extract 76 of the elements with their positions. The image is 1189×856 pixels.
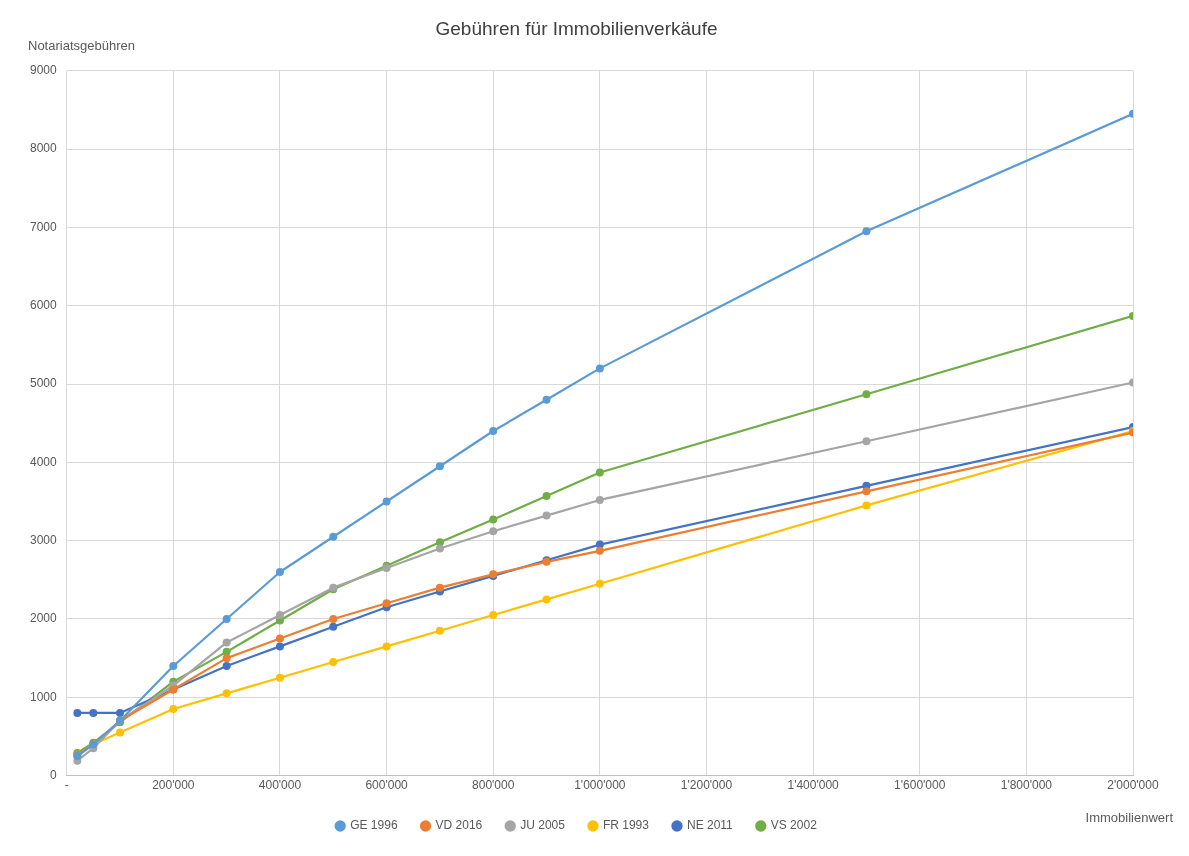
- point: [595, 364, 604, 373]
- point: [275, 611, 284, 620]
- x-tick-label: 2'000'000: [1107, 778, 1159, 793]
- point: [222, 689, 231, 698]
- x-tick-label: 200'000: [152, 778, 195, 793]
- y-tick-label: 6000: [29, 298, 58, 313]
- point: [329, 532, 338, 541]
- point: [542, 595, 551, 604]
- x-tick-label: 1'000'000: [574, 778, 626, 793]
- point: [222, 661, 231, 670]
- point: [275, 567, 284, 576]
- legend-label: NE 2011: [686, 818, 734, 833]
- point: [116, 708, 125, 717]
- y-tick-label: 7000: [29, 219, 58, 234]
- point: [862, 501, 871, 510]
- point: [222, 654, 231, 663]
- point: [329, 658, 338, 667]
- point: [435, 462, 444, 471]
- point: [116, 728, 125, 737]
- point: [169, 705, 178, 714]
- y-tick-label: 0: [50, 767, 58, 782]
- point: [862, 487, 871, 496]
- point: [435, 626, 444, 635]
- x-tick-label: 600'000: [365, 778, 409, 793]
- x-tick-label: 400'000: [258, 778, 302, 793]
- x-tick-label: -: [64, 778, 69, 793]
- point: [489, 527, 498, 536]
- point: [862, 437, 871, 446]
- point: [222, 638, 231, 647]
- point: [435, 544, 444, 553]
- legend-label: FR 1993: [602, 818, 650, 833]
- point: [489, 611, 498, 620]
- point: [542, 395, 551, 404]
- y-tick-label: 9000: [29, 63, 58, 78]
- y-axis-title: Notariatsgebühren: [28, 37, 135, 53]
- point: [489, 515, 498, 524]
- point: [275, 642, 284, 651]
- point: [435, 538, 444, 547]
- y-tick-label: 4000: [29, 454, 58, 469]
- point: [382, 642, 391, 651]
- point: [329, 622, 338, 631]
- point: [595, 495, 604, 504]
- point: [489, 427, 498, 436]
- x-tick-label: 1'800'000: [1000, 778, 1053, 793]
- point: [435, 583, 444, 592]
- point: [862, 390, 871, 399]
- chart-title: Gebühren für Immobilienverkäufe: [435, 17, 718, 39]
- point: [382, 599, 391, 608]
- point: [595, 579, 604, 588]
- x-tick-label: 1'400'000: [787, 778, 840, 793]
- y-tick-label: 2000: [29, 611, 58, 626]
- point: [382, 497, 391, 506]
- point: [862, 227, 871, 236]
- x-tick-label: 1'600'000: [894, 778, 946, 793]
- point: [275, 634, 284, 643]
- x-tick-label: 800'000: [472, 778, 515, 793]
- point: [595, 546, 604, 555]
- point: [329, 614, 338, 623]
- point: [542, 511, 551, 520]
- legend-label: GE 1996: [350, 818, 398, 833]
- legend-label: JU 2005: [520, 818, 566, 833]
- point: [542, 492, 551, 501]
- point: [169, 661, 178, 670]
- y-tick-label: 5000: [29, 376, 58, 391]
- point: [275, 673, 284, 682]
- y-tick-label: 3000: [29, 532, 58, 547]
- legend-label: VS 2002: [770, 818, 818, 833]
- legend-label: VD 2016: [435, 818, 483, 833]
- y-tick-label: 1000: [29, 689, 58, 704]
- point: [73, 708, 82, 717]
- x-axis-title: Immobilienwert: [1085, 809, 1174, 825]
- point: [222, 614, 231, 623]
- point: [595, 468, 604, 477]
- y-tick-label: 8000: [29, 141, 58, 156]
- point: [89, 708, 98, 717]
- x-tick-label: 1'200'000: [680, 778, 733, 793]
